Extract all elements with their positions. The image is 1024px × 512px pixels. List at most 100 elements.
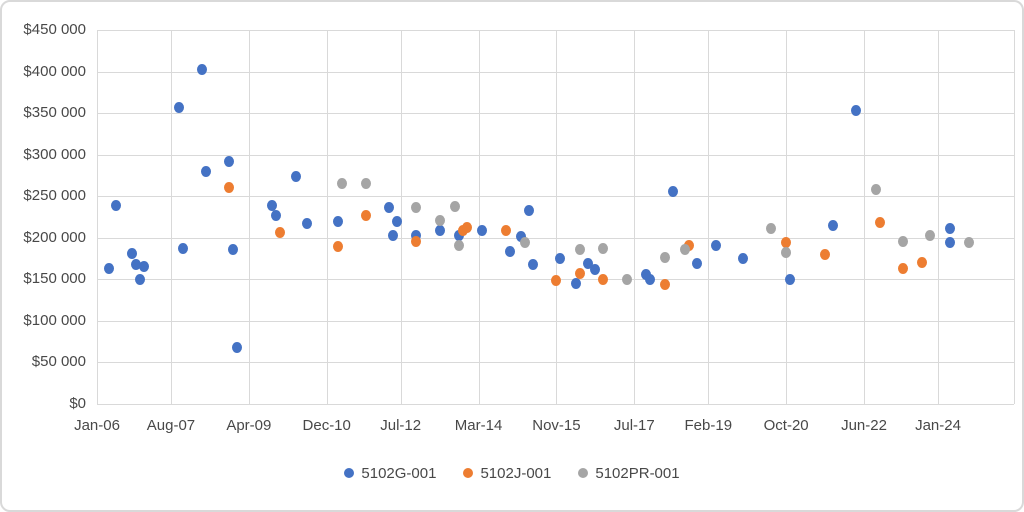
5102G-001-data-point [138,261,149,273]
5102G-001-data-point [454,230,465,242]
legend-label: 5102PR-001 [595,464,680,482]
5102G-001-data-point [711,240,722,252]
5102G-001-data-point [691,257,702,269]
x-gridline [786,30,788,404]
y-gridline [97,113,1014,114]
5102G-001-data-point [524,204,535,216]
5102J-001-data-point [917,256,928,268]
legend-label: 5102G-001 [361,464,437,482]
y-gridline [97,237,1014,239]
5102J-001-data-point [461,222,472,234]
5102G-001-data-point [201,165,212,177]
5102G-001-data-point [668,186,679,198]
5102G-001-data-point [130,259,141,271]
5102J-001-data-point [274,227,285,239]
x-axis-tick-label: Jan-24 [915,417,961,434]
5102J-001-data-point [598,274,609,286]
y-axis-tick-label: $150 000 [23,270,86,287]
x-gridline [170,30,172,404]
5102G-001-data-point [290,171,301,183]
5102J-001-data-point [333,241,344,253]
5102G-001-data-point [134,273,145,285]
5102PR-001-data-point [679,244,690,256]
5102PR-001-data-point [337,178,348,190]
5102G-001-data-point [271,210,282,222]
x-axis-tick-label: Aug-07 [146,417,196,434]
5102G-001-data-point [944,236,955,248]
5102G-001-data-point [411,229,422,241]
5102PR-001-data-point [434,214,445,226]
5102G-001-data-point [570,278,581,290]
5102G-001-data-point [228,244,239,256]
5102J-001-data-point [574,267,585,279]
5102PR-001-data-point [660,251,671,263]
5102G-001-data-point [504,246,515,258]
5102G-001-data-point [384,202,394,214]
x-gridline [400,30,402,404]
y-gridline [97,154,1014,156]
5102G-001-data-point [851,105,862,116]
legend-marker-icon [463,468,474,478]
5102G-001-data-point [267,200,278,212]
5102G-001-data-point [434,224,445,236]
x-gridline [556,30,558,404]
5102G-001-data-point [232,341,243,353]
x-axis-tick-label: Oct-20 [763,417,809,434]
5102J-001-data-point [500,225,511,237]
x-gridline [248,30,250,404]
y-gridline [97,196,1014,197]
5102G-001-data-point [391,216,402,228]
plot-right-border [1014,30,1015,404]
x-gridline [634,30,636,404]
5102PR-001-data-point [897,236,908,248]
5102PR-001-data-point [765,222,776,234]
5102G-001-data-point [785,273,796,285]
legend-item-5102J-001: 5102J-001 [463,465,551,482]
5102G-001-data-point [582,257,593,269]
legend-marker-icon [578,468,589,478]
5102PR-001-data-point [411,202,422,214]
x-gridline [938,30,939,404]
5102PR-001-data-point [870,183,881,195]
5102J-001-data-point [781,236,792,248]
x-axis-tick-label: Jun-22 [841,417,887,434]
5102J-001-data-point [874,217,885,229]
y-gridline [97,71,1014,73]
5102G-001-data-point [477,224,488,236]
x-axis-tick-label: Jul-12 [380,417,422,434]
legend-marker-icon [344,468,355,478]
y-axis-tick-label: $0 [69,394,86,412]
legend: 5102G-001 5102J-001 5102PR-001 [2,460,1022,486]
y-axis-tick-label: $200 000 [23,228,86,246]
5102J-001-data-point [820,249,831,261]
y-axis-tick-label: $400 000 [23,62,86,80]
5102J-001-data-point [897,262,908,274]
x-axis-tick-label: Mar-14 [454,417,503,434]
y-gridline [97,320,1014,322]
legend-item-5102G-001: 5102G-001 [344,465,436,482]
5102J-001-data-point [360,209,371,221]
y-axis-tick-label: $450 000 [23,21,86,38]
x-axis-tick-label: Apr-09 [226,417,272,434]
5102G-001-data-point [590,263,601,275]
5102PR-001-data-point [781,246,792,258]
x-gridline [478,30,480,404]
5102J-001-data-point [660,279,671,291]
5102G-001-data-point [224,155,235,167]
x-axis-tick-label: Dec-10 [302,417,351,434]
5102PR-001-data-point [925,229,936,241]
5102G-001-data-point [827,220,838,232]
5102J-001-data-point [551,275,562,287]
y-axis-tick-label: $300 000 [23,145,86,163]
y-gridline [97,403,1014,405]
y-gridline [97,362,1014,363]
y-axis-tick-label: $100 000 [23,311,86,329]
5102G-001-data-point [640,268,651,280]
x-axis-tick-label: Nov-15 [532,417,581,434]
x-gridline [864,30,866,404]
x-axis-tick-label: Jan-06 [74,417,120,434]
x-gridline [708,30,710,404]
5102PR-001-data-point [598,242,609,254]
5102G-001-data-point [173,101,184,113]
y-gridline [97,30,1014,31]
